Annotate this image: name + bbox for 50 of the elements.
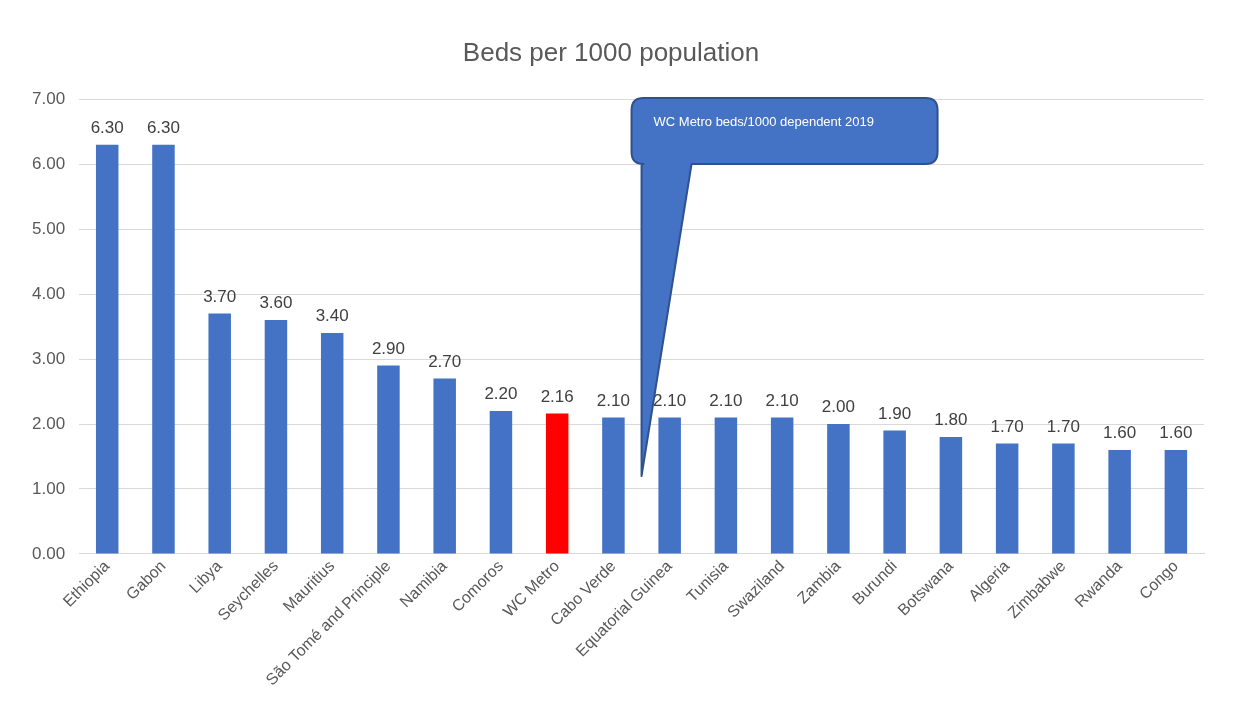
- bar: [1052, 443, 1075, 554]
- bar: [883, 430, 906, 554]
- bar: [939, 437, 963, 554]
- data-label: 2.90: [371, 338, 405, 358]
- data-label: 2.10: [765, 390, 799, 410]
- y-tick-label: 7.00: [31, 88, 66, 108]
- data-label: 6.30: [146, 117, 180, 137]
- y-tick-label: 0.00: [31, 543, 66, 563]
- y-tick-label: 3.00: [31, 348, 66, 368]
- y-tick-label: 1.00: [31, 478, 66, 498]
- bar: [827, 424, 850, 554]
- data-label: 2.16: [540, 386, 574, 406]
- annotation: WC Metro beds/1000 dependent 2019: [653, 114, 874, 129]
- bar: [658, 417, 681, 554]
- data-label: 1.60: [1159, 423, 1193, 443]
- bar: [377, 365, 400, 554]
- y-tick-label: 2.00: [31, 413, 66, 433]
- data-label: 2.70: [428, 351, 462, 371]
- data-label: 2.10: [709, 390, 743, 410]
- data-label: 1.80: [934, 410, 968, 430]
- bar: [489, 411, 513, 554]
- data-label: 1.70: [990, 416, 1024, 436]
- data-label: 3.70: [203, 286, 237, 306]
- data-label: 3.60: [259, 293, 293, 313]
- data-label: 3.40: [315, 306, 349, 326]
- data-label: 1.60: [1103, 423, 1137, 443]
- bar: [152, 144, 175, 554]
- bar: [714, 417, 738, 554]
- data-label: 1.70: [1046, 416, 1080, 436]
- chart-title: Beds per 1000 population: [462, 36, 760, 67]
- y-tick-label: 5.00: [31, 218, 66, 238]
- bar: [433, 378, 456, 554]
- data-label: 2.10: [653, 390, 687, 410]
- data-label: 2.10: [596, 390, 630, 410]
- data-label: 6.30: [90, 117, 124, 137]
- bar: [770, 417, 794, 554]
- bar: [320, 333, 344, 554]
- data-label: 2.00: [821, 397, 855, 417]
- bar: [95, 144, 119, 554]
- y-tick-label: 6.00: [31, 153, 66, 173]
- bar: [602, 417, 625, 554]
- bar: [995, 443, 1019, 554]
- bar: [545, 413, 569, 554]
- bar: [264, 320, 288, 554]
- y-tick-label: 4.00: [31, 283, 66, 303]
- bar: [208, 313, 231, 554]
- bar: [1108, 449, 1131, 554]
- data-label: 1.90: [878, 403, 912, 423]
- bar: [1164, 449, 1188, 554]
- data-label: 2.20: [484, 384, 518, 404]
